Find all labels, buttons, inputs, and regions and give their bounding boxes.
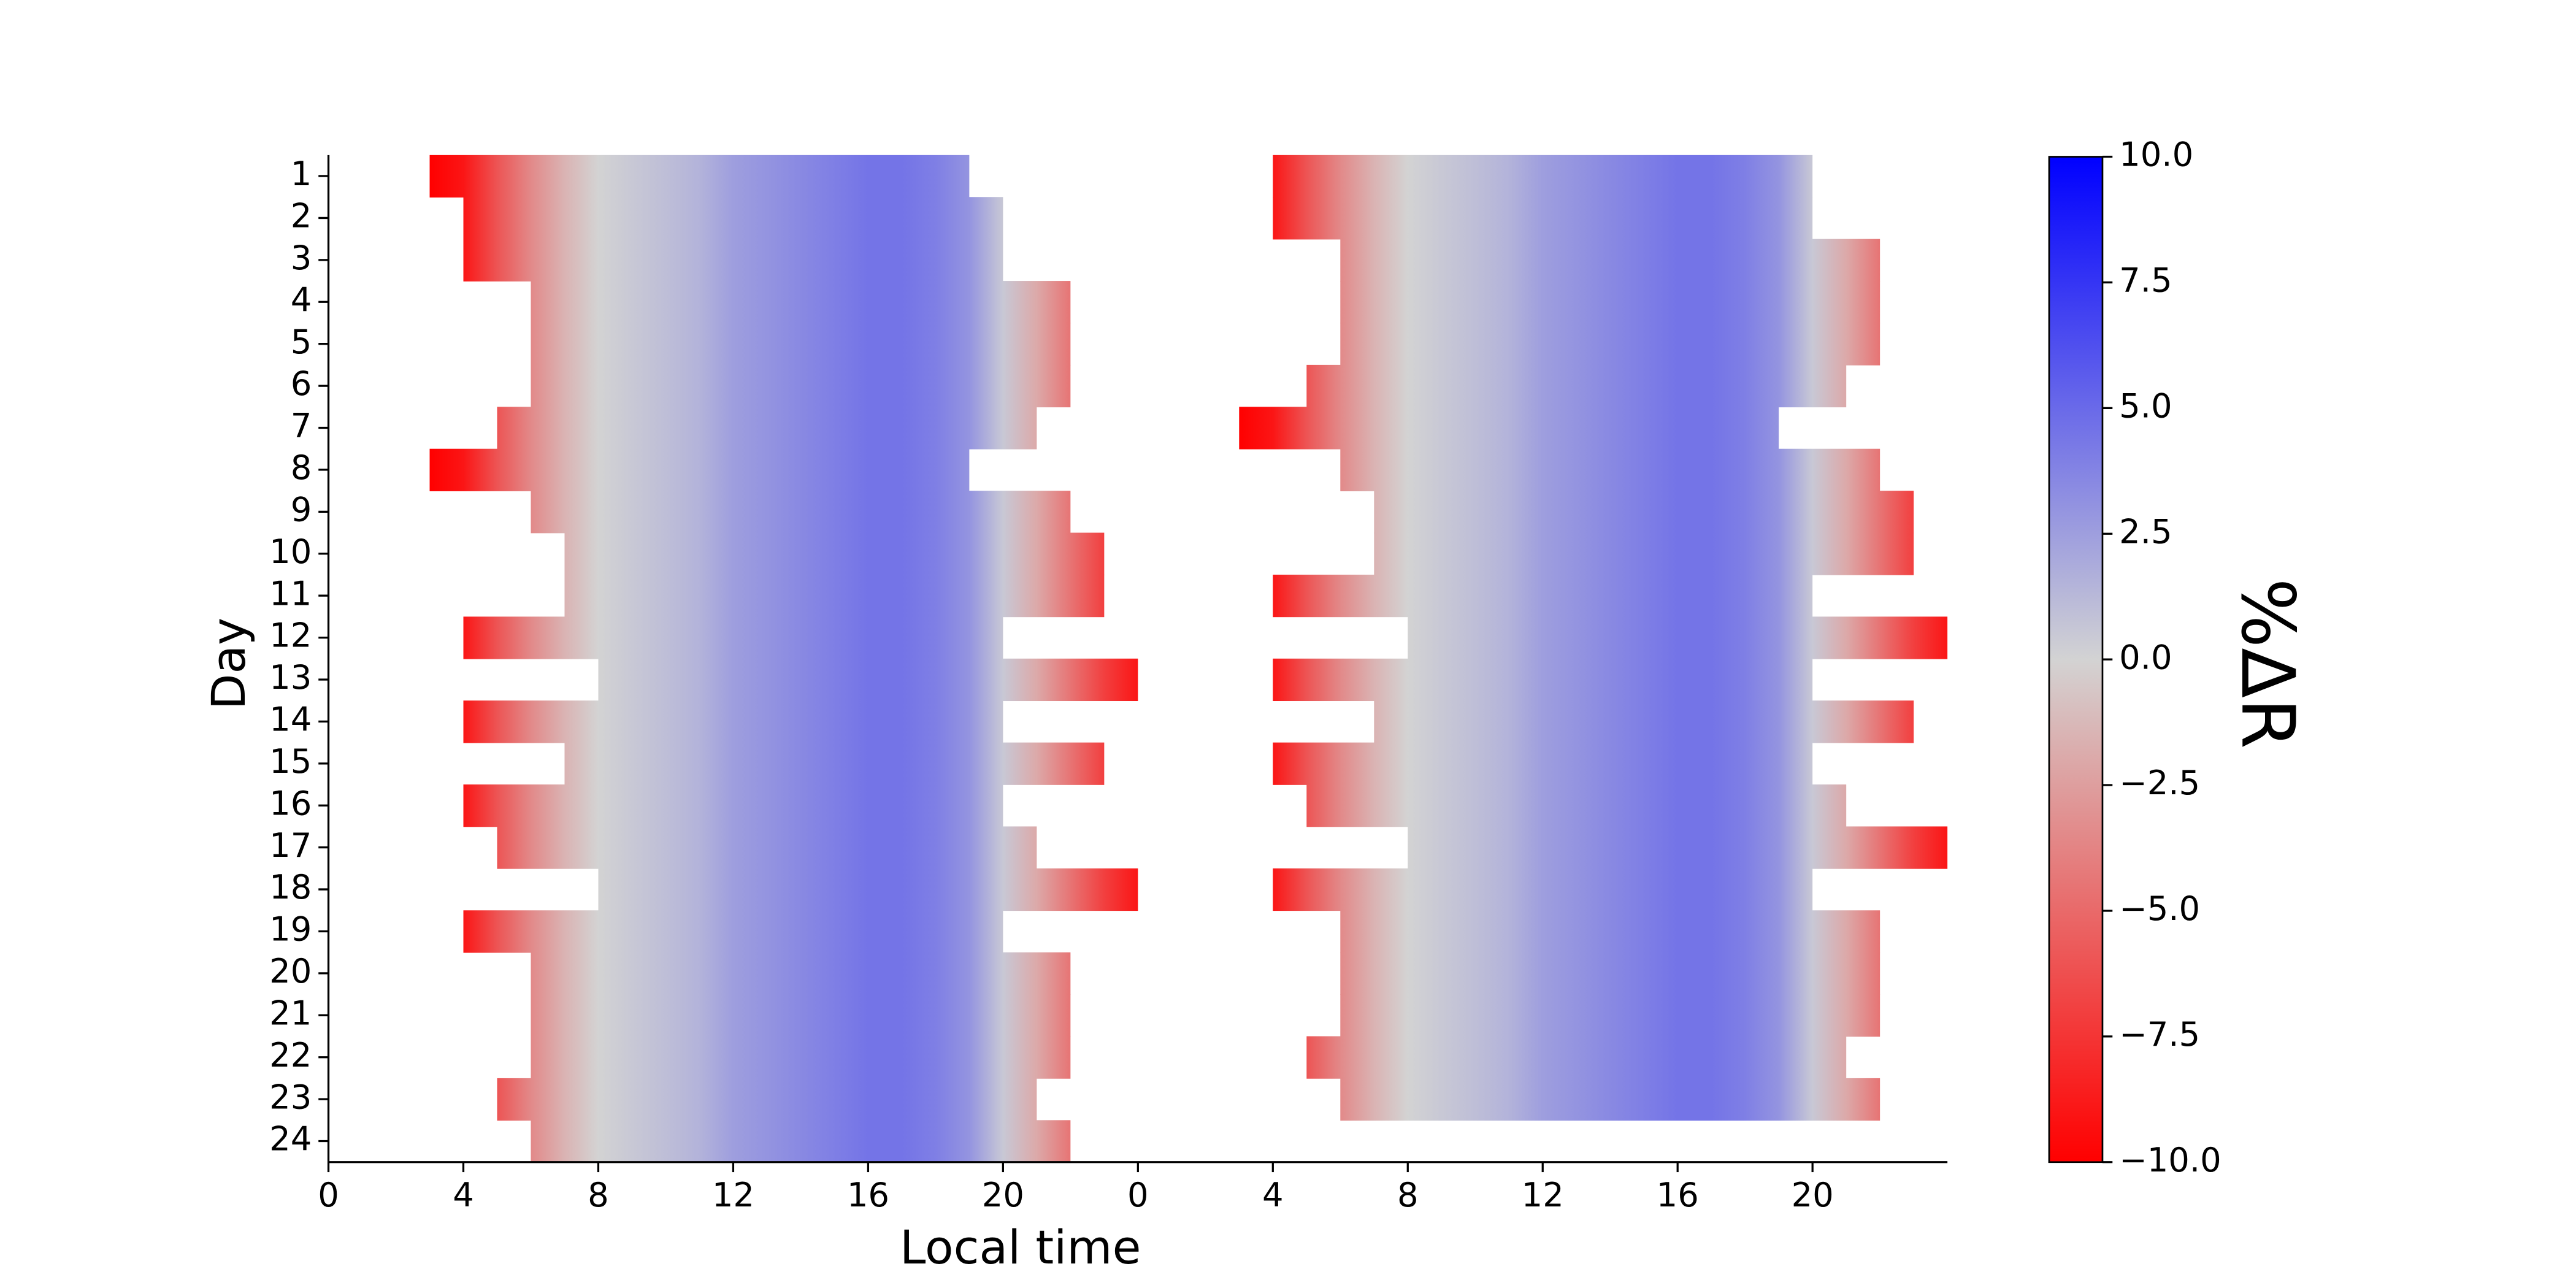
- interval-bar: [429, 448, 970, 491]
- interval-bar: [463, 700, 1003, 743]
- interval-bar: [1273, 574, 1813, 618]
- interval-bar: [598, 658, 1138, 702]
- y-tick-label: 3: [291, 239, 312, 277]
- y-tick-label: 4: [291, 280, 312, 319]
- interval-bar: [1273, 658, 1813, 702]
- y-tick-label: 10: [269, 532, 312, 571]
- interval-bar: [1340, 910, 1880, 953]
- y-tick-label: 23: [269, 1078, 312, 1116]
- x-tick-label: 20: [982, 1176, 1024, 1214]
- interval-bar: [564, 742, 1105, 785]
- colorbar-tick-label: −10.0: [2119, 1141, 2221, 1179]
- x-tick-label: 20: [1792, 1176, 1834, 1214]
- x-tick-label: 4: [453, 1176, 474, 1214]
- interval-bar: [1340, 323, 1880, 366]
- y-tick-label: 21: [269, 994, 312, 1032]
- y-tick-label: 16: [269, 784, 312, 822]
- y-tick-label: 17: [269, 826, 312, 865]
- colorbar-tick-label: 0.0: [2119, 638, 2172, 677]
- y-tick-label: 18: [269, 868, 312, 907]
- colorbar-tick-label: 7.5: [2119, 261, 2172, 300]
- interval-bar: [1239, 407, 1779, 450]
- interval-bar: [531, 952, 1071, 995]
- interval-bar: [463, 239, 1003, 282]
- interval-bar: [1340, 239, 1880, 282]
- interval-bar: [1273, 155, 1813, 198]
- interval-bar: [1340, 952, 1880, 995]
- interval-bar: [497, 407, 1037, 450]
- colorbar-label: %ΔR: [2225, 578, 2310, 749]
- plot-area: 1234567891011121314151617181920212223240…: [269, 136, 2221, 1214]
- y-tick-label: 22: [269, 1036, 312, 1075]
- colorbar: [2048, 156, 2104, 1163]
- interval-bar: [1306, 364, 1847, 408]
- interval-bar: [429, 155, 970, 198]
- y-tick-label: 9: [291, 490, 312, 529]
- colorbar-tick-label: −2.5: [2119, 764, 2200, 802]
- interval-bar: [531, 364, 1071, 408]
- interval-bar: [1374, 700, 1914, 743]
- x-tick-label: 0: [1127, 1176, 1149, 1214]
- interval-bar: [1340, 281, 1880, 324]
- y-tick-label: 5: [291, 323, 312, 361]
- x-tick-label: 8: [588, 1176, 609, 1214]
- interval-bar: [1374, 491, 1914, 534]
- interval-bar: [564, 574, 1105, 618]
- interval-bar: [463, 616, 1003, 659]
- interval-bar: [1340, 994, 1880, 1037]
- y-tick-label: 7: [291, 407, 312, 445]
- colorbar-tick-label: −5.0: [2119, 889, 2200, 928]
- interval-bar: [497, 1078, 1037, 1121]
- x-tick-label: 16: [847, 1176, 889, 1214]
- y-tick-label: 11: [269, 574, 312, 613]
- interval-bar: [1273, 197, 1813, 240]
- interval-bar: [531, 1036, 1071, 1079]
- x-tick-label: 12: [712, 1176, 754, 1214]
- y-tick-label: 12: [269, 616, 312, 655]
- y-tick-label: 15: [269, 742, 312, 781]
- interval-bar: [1273, 868, 1813, 911]
- x-tick-label: 0: [318, 1176, 339, 1214]
- interval-bar: [564, 532, 1105, 575]
- interval-bar: [1340, 1078, 1880, 1121]
- interval-bar: [1340, 448, 1880, 491]
- colorbar-tick-label: 2.5: [2119, 512, 2172, 551]
- interval-bar: [1306, 784, 1847, 827]
- interval-bar: [1306, 1036, 1847, 1079]
- colorbar-tick-label: 10.0: [2119, 136, 2193, 174]
- x-axis-label: Local time: [900, 1220, 1141, 1275]
- y-tick-label: 14: [269, 700, 312, 739]
- x-tick-label: 4: [1262, 1176, 1284, 1214]
- interval-bar: [1408, 616, 1948, 659]
- interval-bar: [531, 1120, 1071, 1163]
- x-tick-label: 12: [1522, 1176, 1564, 1214]
- x-tick-label: 8: [1397, 1176, 1419, 1214]
- y-tick-label: 19: [269, 910, 312, 949]
- interval-bar: [598, 868, 1138, 911]
- interval-bar: [463, 910, 1003, 953]
- interval-bar: [531, 281, 1071, 324]
- colorbar-tick-label: 5.0: [2119, 386, 2172, 425]
- y-axis-label: Day: [201, 618, 256, 710]
- interval-bar: [531, 491, 1071, 534]
- y-tick-label: 13: [269, 658, 312, 697]
- interval-bar: [1374, 532, 1914, 575]
- y-tick-label: 8: [291, 448, 312, 487]
- interval-bar: [1273, 742, 1813, 785]
- interval-bar: [531, 994, 1071, 1037]
- interval-bar: [463, 784, 1003, 827]
- y-tick-label: 2: [291, 197, 312, 236]
- y-tick-label: 24: [269, 1120, 312, 1159]
- y-tick-label: 20: [269, 952, 312, 991]
- y-tick-label: 6: [291, 364, 312, 403]
- interval-bar: [1408, 826, 1948, 869]
- colorbar-tick-label: −7.5: [2119, 1015, 2200, 1054]
- x-tick-label: 16: [1657, 1176, 1699, 1214]
- interval-bar: [497, 826, 1037, 869]
- y-tick-label: 1: [291, 155, 312, 193]
- interval-bar: [463, 197, 1003, 240]
- interval-bar: [531, 323, 1071, 366]
